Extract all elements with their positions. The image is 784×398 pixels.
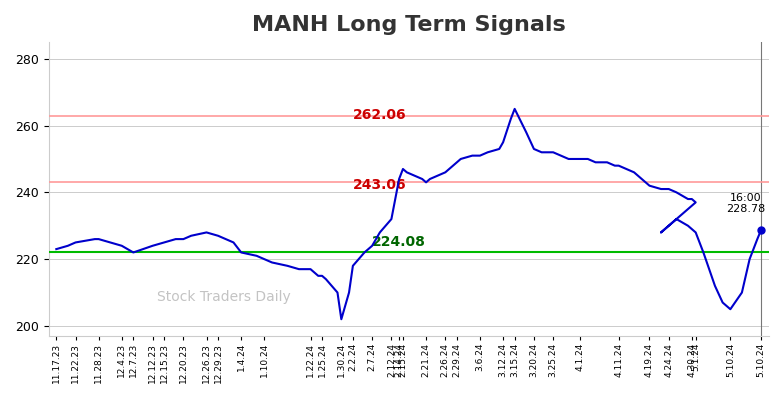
Text: 262.06: 262.06 — [353, 108, 407, 122]
Text: 224.08: 224.08 — [372, 234, 426, 248]
Text: 243.06: 243.06 — [353, 178, 407, 192]
Text: Stock Traders Daily: Stock Traders Daily — [157, 290, 290, 304]
Text: 16:00
228.78: 16:00 228.78 — [726, 193, 765, 215]
Title: MANH Long Term Signals: MANH Long Term Signals — [252, 15, 565, 35]
